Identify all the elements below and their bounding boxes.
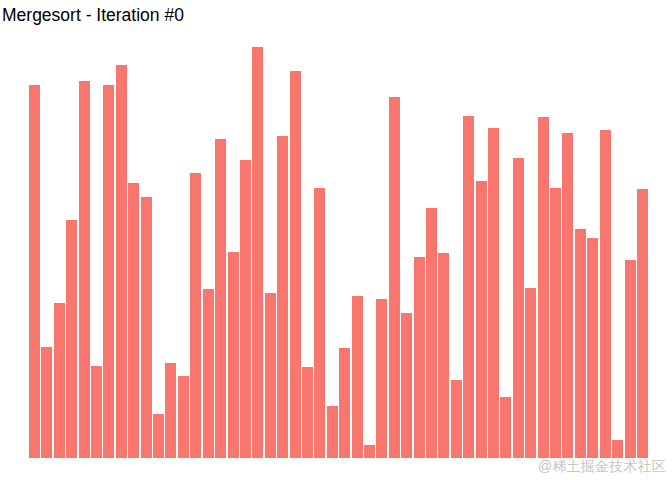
bar [364,445,375,458]
bar [600,130,611,458]
bar [352,296,363,458]
bar [54,303,65,458]
bar [215,139,226,458]
bar [314,188,325,458]
bar [190,173,201,458]
bar [339,348,350,458]
bar [153,414,164,458]
bar [103,85,114,458]
bar [463,116,474,458]
bar [562,133,573,458]
bar [128,183,139,458]
bar [165,363,176,458]
bar [228,252,239,458]
bar [575,229,586,458]
bar [625,260,636,458]
bar [265,293,276,458]
bar [327,406,338,458]
bar [41,347,52,458]
bar [525,288,536,458]
bar [488,128,499,458]
bar [29,85,40,458]
bar [141,197,152,458]
bar [376,299,387,458]
bar [401,313,412,458]
chart-title: Mergesort - Iteration #0 [2,5,184,26]
bar [612,440,623,458]
bar [476,181,487,458]
bar [550,188,561,458]
bar [451,380,462,458]
bar [91,366,102,458]
bar [290,71,301,458]
bar [277,136,288,458]
bar [240,160,251,458]
bar [116,65,127,458]
bar [500,397,511,458]
bar [66,220,77,458]
bar [426,208,437,458]
bar [389,97,400,458]
bar [414,257,425,458]
bar [203,289,214,458]
bar [302,367,313,458]
bar [538,117,549,458]
bar [79,81,90,458]
bar [637,189,648,458]
bar [513,158,524,458]
bar [587,238,598,458]
bar-chart [29,38,648,458]
bar [252,47,263,458]
watermark: @稀土掘金技术社区 [538,458,666,476]
bar [178,376,189,458]
bar [438,253,449,458]
